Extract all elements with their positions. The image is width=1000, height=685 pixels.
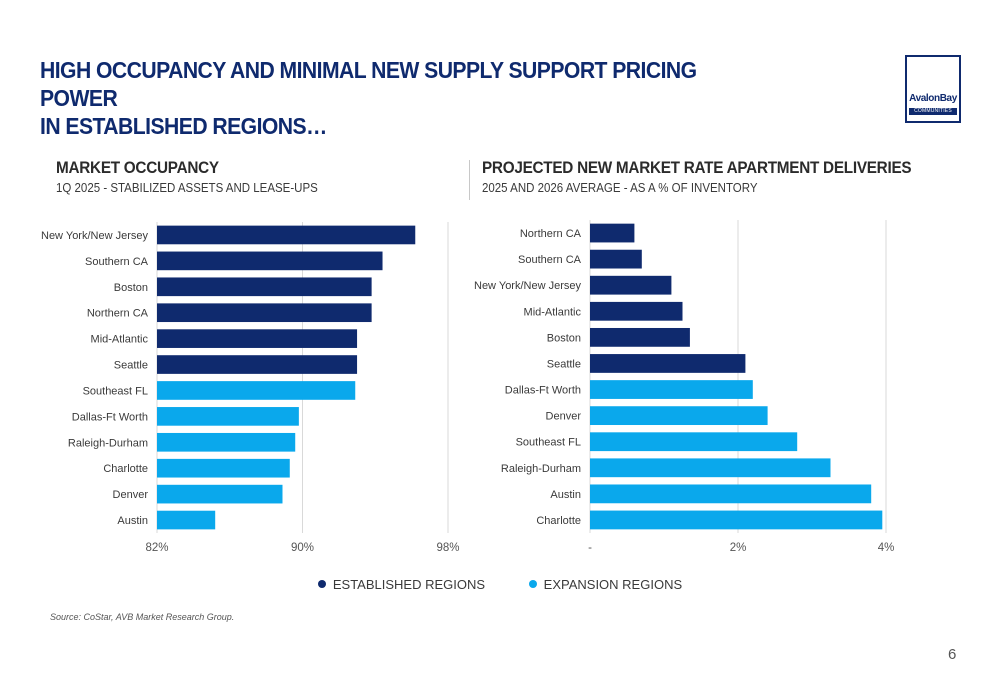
deliveries-category-label: Seattle <box>547 358 581 370</box>
occupancy-bar <box>157 484 283 504</box>
deliveries-category-label: Charlotte <box>536 515 581 527</box>
occupancy-bar <box>157 251 383 271</box>
deliveries-category-label: Austin <box>550 489 581 501</box>
occupancy-tick-label: 98% <box>436 542 459 554</box>
occupancy-bar <box>157 355 358 374</box>
deliveries-bar <box>590 354 746 373</box>
occupancy-bar <box>157 225 416 245</box>
deliveries-chart-title: PROJECTED NEW MARKET RATE APARTMENT DELI… <box>482 158 912 177</box>
logo-name: AvalonBay <box>909 93 957 104</box>
deliveries-category-label: Raleigh-Durham <box>501 463 581 475</box>
occupancy-category-label: Boston <box>114 282 148 294</box>
occupancy-chart-title: MARKET OCCUPANCY <box>56 158 219 177</box>
occupancy-category-label: Charlotte <box>103 463 148 475</box>
page-number: 6 <box>948 646 957 663</box>
occupancy-category-label: Denver <box>113 489 149 501</box>
deliveries-category-label: Dallas-Ft Worth <box>505 385 581 397</box>
occupancy-tick-label: 90% <box>291 542 314 554</box>
legend-dot-expansion <box>528 580 537 588</box>
deliveries-category-label: Mid-Atlantic <box>524 306 582 318</box>
deliveries-bar <box>590 301 683 321</box>
occupancy-chart-subtitle: 1Q 2025 - STABILIZED ASSETS AND LEASE-UP… <box>56 181 318 195</box>
slide-title-line1: HIGH OCCUPANCY AND MINIMAL NEW SUPPLY SU… <box>40 57 697 111</box>
legend-item-established: ESTABLISHED REGIONS <box>317 576 486 592</box>
occupancy-category-label: Austin <box>117 515 148 527</box>
source-note: Source: CoStar, AVB Market Research Grou… <box>50 612 235 622</box>
deliveries-bar <box>590 406 768 426</box>
occupancy-category-label: Raleigh-Durham <box>68 437 148 449</box>
occupancy-category-label: Dallas-Ft Worth <box>72 411 148 423</box>
deliveries-category-label: Southern CA <box>518 254 582 266</box>
occupancy-category-label: New York/New Jersey <box>41 230 148 242</box>
deliveries-chart-subtitle: 2025 AND 2026 AVERAGE - AS A % OF INVENT… <box>482 181 758 195</box>
occupancy-bar <box>157 303 372 323</box>
occupancy-bar-chart: 82% 90% 98% New York/New Jersey Southern CA B… <box>41 222 460 554</box>
occupancy-category-label: Southern CA <box>85 256 149 268</box>
logo-sub: COMMUNITIES <box>909 108 957 115</box>
deliveries-bar <box>590 249 642 269</box>
occupancy-tick-label: 82% <box>145 542 168 554</box>
legend-dot-established <box>317 580 326 588</box>
deliveries-tick-label: 2% <box>730 542 747 554</box>
occupancy-bar <box>157 381 356 400</box>
legend: ESTABLISHED REGIONS EXPANSION REGIONS <box>0 576 1000 592</box>
deliveries-category-label: New York/New Jersey <box>474 280 581 292</box>
deliveries-tick-label: 4% <box>878 542 895 554</box>
deliveries-bar <box>590 432 798 452</box>
deliveries-bar <box>590 327 690 347</box>
occupancy-category-label: Mid-Atlantic <box>91 334 149 346</box>
avalonbay-logo: AvalonBay COMMUNITIES <box>905 55 961 123</box>
deliveries-category-label: Denver <box>546 411 582 423</box>
chart-divider <box>469 160 470 200</box>
occupancy-category-label: Northern CA <box>87 308 149 320</box>
occupancy-bar <box>157 458 290 478</box>
deliveries-bar <box>590 275 672 295</box>
occupancy-category-label: Southeast FL <box>83 385 148 397</box>
slide-title-line2: IN ESTABLISHED REGIONS… <box>40 113 327 139</box>
deliveries-bar-chart: - 2% 4% Northern CA Southern CA New York/New … <box>474 220 895 554</box>
deliveries-bar <box>590 458 831 478</box>
deliveries-bar <box>590 380 753 399</box>
slide-title: HIGH OCCUPANCY AND MINIMAL NEW SUPPLY SU… <box>40 56 776 140</box>
legend-label-expansion: EXPANSION REGIONS <box>543 576 683 592</box>
deliveries-bar <box>590 223 635 243</box>
deliveries-bar <box>590 484 872 504</box>
deliveries-bar <box>590 510 883 530</box>
legend-item-expansion: EXPANSION REGIONS <box>528 576 683 592</box>
deliveries-category-label: Southeast FL <box>516 437 581 449</box>
occupancy-bar <box>157 329 358 348</box>
deliveries-tick-label: - <box>588 542 592 554</box>
occupancy-category-label: Seattle <box>114 360 148 372</box>
occupancy-bar <box>157 432 296 452</box>
legend-label-established: ESTABLISHED REGIONS <box>332 576 486 592</box>
occupancy-bar <box>157 407 299 426</box>
deliveries-category-label: Boston <box>547 332 581 344</box>
occupancy-bar <box>157 510 216 530</box>
occupancy-bar <box>157 277 372 297</box>
deliveries-category-label: Northern CA <box>520 228 582 240</box>
